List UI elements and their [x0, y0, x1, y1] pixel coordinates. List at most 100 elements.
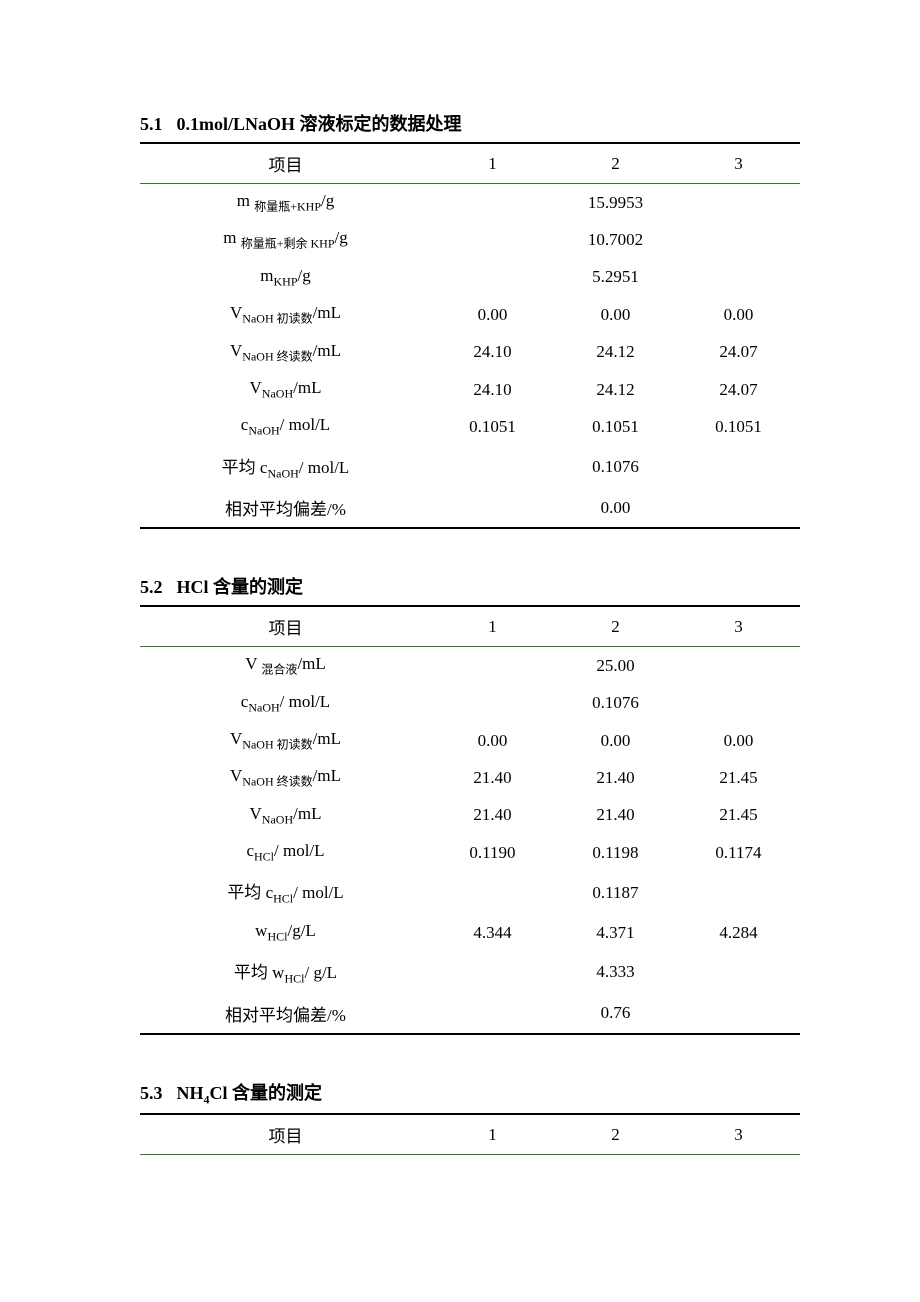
cell: 10.7002	[554, 221, 677, 258]
header-col-1: 1	[431, 606, 554, 647]
cell: 4.333	[554, 951, 677, 993]
row-label: VNaOH 终读数/mL	[140, 759, 431, 796]
table-row: wHCl/g/L 4.344 4.371 4.284	[140, 914, 800, 951]
header-col-2: 2	[554, 606, 677, 647]
row-label: 平均 cNaOH/ mol/L	[140, 446, 431, 488]
header-col-1: 1	[431, 143, 554, 184]
table-row: VNaOH 初读数/mL 0.00 0.00 0.00	[140, 296, 800, 333]
cell: 21.40	[554, 797, 677, 834]
cell: 21.45	[677, 759, 800, 796]
title-prefix: 0.1mol/LNaOH	[177, 114, 300, 134]
title-cn: 含量的测定	[232, 1083, 322, 1103]
cell	[431, 685, 554, 722]
cell: 0.00	[554, 488, 677, 528]
row-label: m 称量瓶+KHP/g	[140, 184, 431, 222]
header-col-3: 3	[677, 143, 800, 184]
cell: 15.9953	[554, 184, 677, 222]
table-row: cNaOH/ mol/L 0.1076	[140, 685, 800, 722]
header-col-3: 3	[677, 1114, 800, 1155]
title-prefix: NH	[177, 1083, 204, 1103]
row-label: 平均 wHCl/ g/L	[140, 951, 431, 993]
header-item: 项目	[140, 143, 431, 184]
row-label: cNaOH/ mol/L	[140, 685, 431, 722]
cell: 0.1190	[431, 834, 554, 871]
table-5-1: 项目 1 2 3 m 称量瓶+KHP/g 15.9953 m 称量瓶+剩余 KH…	[140, 142, 800, 529]
cell	[677, 994, 800, 1034]
cell	[677, 951, 800, 993]
table-row: VNaOH 终读数/mL 21.40 21.40 21.45	[140, 759, 800, 796]
cell	[677, 446, 800, 488]
title-mid: Cl	[210, 1083, 233, 1103]
cell: 21.40	[431, 797, 554, 834]
cell: 0.00	[677, 296, 800, 333]
cell: 0.00	[431, 722, 554, 759]
cell: 24.07	[677, 371, 800, 408]
row-label: cNaOH/ mol/L	[140, 408, 431, 445]
cell	[431, 446, 554, 488]
header-item: 项目	[140, 606, 431, 647]
cell: 24.12	[554, 334, 677, 371]
cell: 24.12	[554, 371, 677, 408]
header-col-1: 1	[431, 1114, 554, 1155]
cell: 21.40	[554, 759, 677, 796]
row-label: 相对平均偏差/%	[140, 488, 431, 528]
table-row: cHCl/ mol/L 0.1190 0.1198 0.1174	[140, 834, 800, 871]
title-cn: 溶液标定的数据处理	[300, 114, 462, 134]
table-header-row: 项目 1 2 3	[140, 143, 800, 184]
cell	[431, 488, 554, 528]
row-label: V 混合液/mL	[140, 647, 431, 685]
table-row: 平均 wHCl/ g/L 4.333	[140, 951, 800, 993]
cell	[677, 221, 800, 258]
cell	[677, 259, 800, 296]
header-col-2: 2	[554, 1114, 677, 1155]
cell: 25.00	[554, 647, 677, 685]
cell	[677, 685, 800, 722]
cell	[431, 259, 554, 296]
header-col-2: 2	[554, 143, 677, 184]
cell: 0.1076	[554, 446, 677, 488]
table-row: 相对平均偏差/% 0.76	[140, 994, 800, 1034]
cell	[431, 647, 554, 685]
table-5-2: 项目 1 2 3 V 混合液/mL 25.00 cNaOH/ mol/L 0.1…	[140, 605, 800, 1035]
header-item: 项目	[140, 1114, 431, 1155]
cell	[431, 994, 554, 1034]
row-label: 平均 cHCl/ mol/L	[140, 871, 431, 913]
row-label: mKHP/g	[140, 259, 431, 296]
table-row: m 称量瓶+KHP/g 15.9953	[140, 184, 800, 222]
row-label: cHCl/ mol/L	[140, 834, 431, 871]
cell: 24.10	[431, 371, 554, 408]
table-header-row: 项目 1 2 3	[140, 1114, 800, 1155]
cell	[431, 221, 554, 258]
table-row: 相对平均偏差/% 0.00	[140, 488, 800, 528]
cell: 0.00	[431, 296, 554, 333]
table-row: m 称量瓶+剩余 KHP/g 10.7002	[140, 221, 800, 258]
table-row: 平均 cHCl/ mol/L 0.1187	[140, 871, 800, 913]
table-row: cNaOH/ mol/L 0.1051 0.1051 0.1051	[140, 408, 800, 445]
cell: 4.284	[677, 914, 800, 951]
section-number: 5.1	[140, 114, 163, 134]
cell: 0.1174	[677, 834, 800, 871]
header-col-3: 3	[677, 606, 800, 647]
cell: 0.1051	[431, 408, 554, 445]
cell: 0.1051	[677, 408, 800, 445]
cell: 0.00	[554, 296, 677, 333]
section-number: 5.3	[140, 1083, 163, 1103]
page: 5.1 0.1mol/LNaOH 溶液标定的数据处理 项目 1 2 3 m 称量瓶…	[0, 0, 920, 1215]
cell: 0.1187	[554, 871, 677, 913]
cell: 24.10	[431, 334, 554, 371]
table-row: 平均 cNaOH/ mol/L 0.1076	[140, 446, 800, 488]
cell	[431, 951, 554, 993]
row-label: VNaOH/mL	[140, 371, 431, 408]
row-label: wHCl/g/L	[140, 914, 431, 951]
cell: 4.371	[554, 914, 677, 951]
table-row: VNaOH/mL 21.40 21.40 21.45	[140, 797, 800, 834]
cell: 0.1076	[554, 685, 677, 722]
cell: 21.45	[677, 797, 800, 834]
row-label: VNaOH/mL	[140, 797, 431, 834]
cell	[677, 871, 800, 913]
cell	[677, 647, 800, 685]
cell: 0.1051	[554, 408, 677, 445]
cell: 0.1198	[554, 834, 677, 871]
cell	[431, 871, 554, 913]
title-cn: 含量的测定	[213, 577, 303, 597]
